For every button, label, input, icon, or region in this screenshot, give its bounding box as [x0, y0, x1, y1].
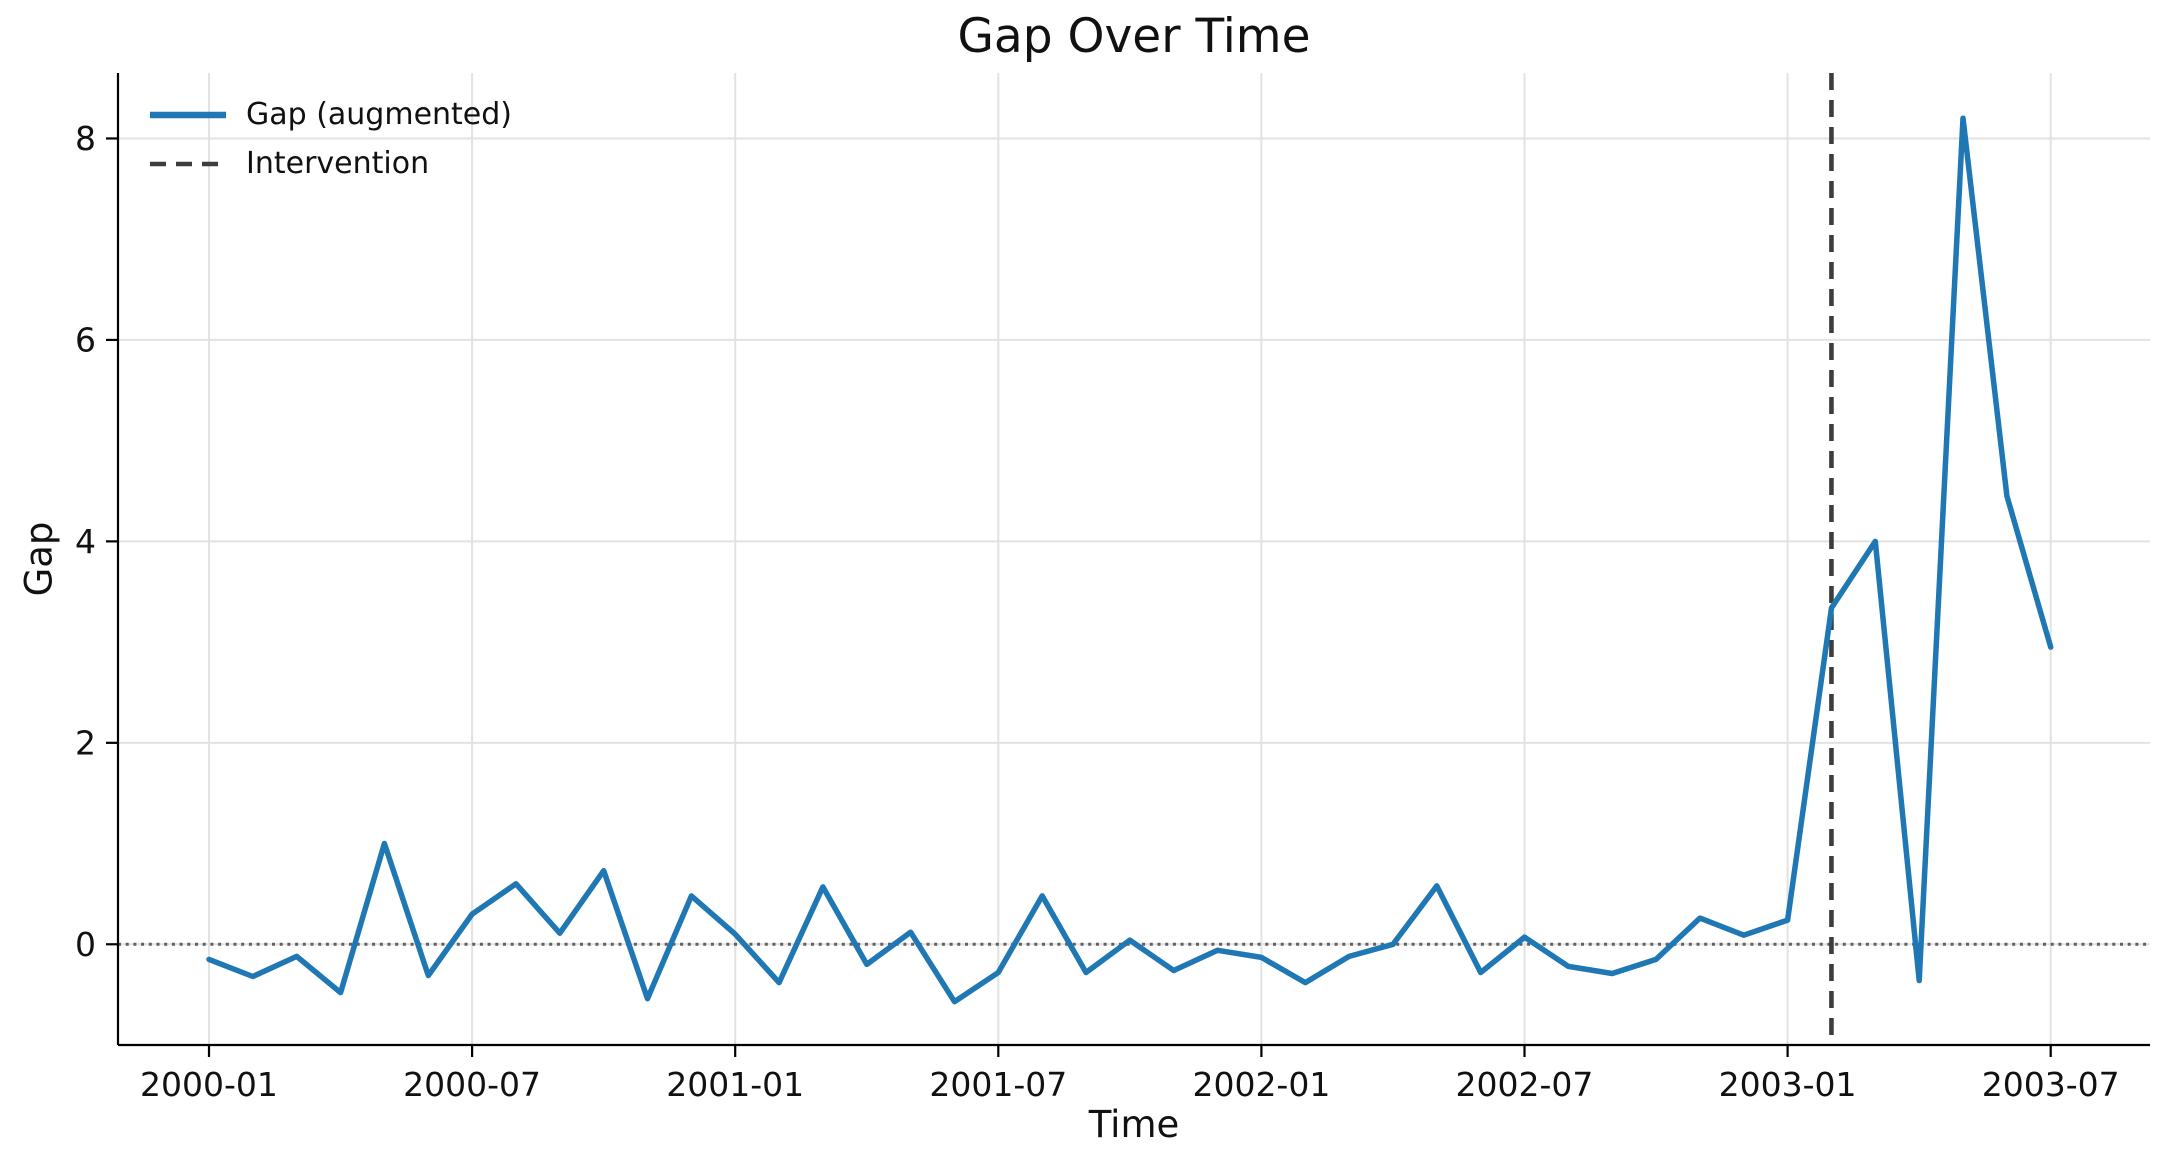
x-tick-label: 2000-07	[403, 1065, 541, 1104]
gap-line-swatch-icon	[150, 111, 226, 119]
y-tick-label: 8	[75, 119, 96, 158]
y-tick-label: 0	[75, 925, 96, 964]
legend-label-gap: Gap (augmented)	[246, 97, 513, 132]
y-tick-label: 2	[75, 723, 96, 762]
y-axis-label: Gap	[17, 521, 61, 597]
x-tick-label: 2001-07	[929, 1065, 1067, 1104]
legend: Gap (augmented) Intervention	[148, 97, 512, 182]
y-tick-label: 4	[75, 522, 96, 561]
x-tick-label: 2002-01	[1192, 1065, 1330, 1104]
gap-series-line	[206, 115, 2054, 1005]
y-tick-label: 6	[75, 320, 96, 359]
x-tick-label: 2003-01	[1719, 1065, 1857, 1104]
x-tick-label: 2000-01	[140, 1065, 278, 1104]
chart-title: Gap Over Time	[957, 9, 1311, 64]
x-tick-label: 2002-07	[1456, 1065, 1594, 1104]
x-tick-label: 2003-07	[1982, 1065, 2120, 1104]
x-tick-label: 2001-01	[666, 1065, 804, 1104]
legend-item-gap: Gap (augmented)	[148, 97, 512, 133]
legend-item-intervention: Intervention	[148, 146, 512, 182]
intervention-line-swatch-icon	[150, 161, 226, 167]
x-axis-label: Time	[1088, 1103, 1180, 1146]
legend-label-intervention: Intervention	[246, 146, 430, 181]
